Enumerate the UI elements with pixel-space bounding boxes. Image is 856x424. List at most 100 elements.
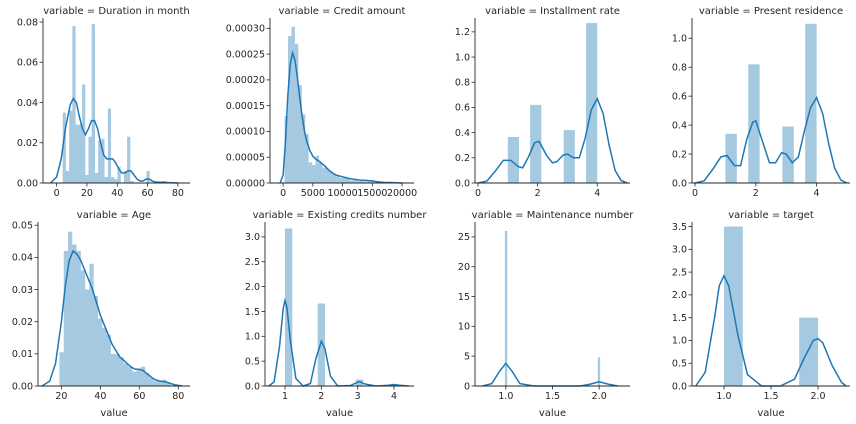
hist-bar xyxy=(355,379,364,386)
hist-bar xyxy=(149,377,154,386)
y-tick-label: 0.00000 xyxy=(226,178,265,189)
hist-bar xyxy=(110,353,116,386)
y-tick-label: 1.5 xyxy=(672,313,687,324)
y-tick-label: 0.6 xyxy=(672,91,687,102)
kde-line xyxy=(695,273,847,387)
hist-bar xyxy=(94,172,99,183)
hist-bar xyxy=(294,43,299,183)
hist-bar xyxy=(72,26,76,183)
facet-3: variable = Installment rate 0 2 4 0.0 0.2 0.4 0… xyxy=(455,6,630,199)
facet-4: variable = Present residence 0 2 4 0.0 0.2 0.4… xyxy=(672,6,850,199)
y-tick-label: 0.06 xyxy=(17,58,38,69)
hist-bar xyxy=(305,134,309,183)
y-tick-label: 0.00010 xyxy=(226,127,265,138)
x-tick-label: 0 xyxy=(54,188,60,199)
hist-bar xyxy=(91,24,95,183)
hist-bar xyxy=(75,124,79,183)
y-tick-label: 0.05 xyxy=(12,221,33,232)
kde-line xyxy=(482,362,619,387)
x-axis-label: value xyxy=(326,408,353,419)
x-tick-label: 1.0 xyxy=(498,391,513,402)
y-tick-label: 3.5 xyxy=(672,222,687,233)
kde-line xyxy=(477,96,628,184)
y-tick-label: 0.0 xyxy=(455,178,470,189)
y-tick-label: 2.0 xyxy=(245,282,260,293)
x-tick-label: 40 xyxy=(111,188,123,199)
x-tick-label: 4 xyxy=(391,391,397,402)
facet-1: variable = Duration in month 0 20 40 60 80 0.0… xyxy=(17,6,190,199)
hist-bar xyxy=(119,357,124,386)
y-tick-label: 0.0 xyxy=(245,381,260,392)
hist-bar xyxy=(318,162,323,183)
y-tick-label: 0.04 xyxy=(12,253,33,264)
hist-bar xyxy=(748,64,760,183)
hist-bar xyxy=(158,381,163,386)
hist-bar xyxy=(136,369,141,386)
y-tick-label: 0.00025 xyxy=(226,49,265,60)
hist-bar xyxy=(805,23,817,183)
y-tick-label: 1.5 xyxy=(245,307,260,318)
hist-bar xyxy=(89,263,94,386)
hist-bar xyxy=(145,373,150,386)
y-tick-label: 5 xyxy=(464,351,470,362)
y-tick-label: 0.8 xyxy=(455,78,470,89)
hist-bar xyxy=(114,178,118,183)
hist-bar xyxy=(62,112,66,183)
hist-bar xyxy=(123,170,128,183)
hist-bar xyxy=(363,181,368,183)
hist-bar xyxy=(374,181,378,183)
x-tick-label: 3 xyxy=(355,391,361,402)
y-tick-label: 0.02 xyxy=(12,317,33,328)
x-tick-label: 5000 xyxy=(301,188,325,199)
x-tick-label: 10000 xyxy=(327,188,357,199)
x-tick-label: 60 xyxy=(133,391,145,402)
facet-title: variable = Present residence xyxy=(699,6,843,17)
y-tick-label: 0.00030 xyxy=(226,24,265,35)
facet-5: variable = Age 20 40 60 80 0.00 0.01 0.02 0.03 0.… xyxy=(12,210,190,419)
hist-bar xyxy=(288,36,292,183)
kde-line xyxy=(694,95,848,184)
hist-bar xyxy=(353,179,357,183)
y-tick-label: 1.0 xyxy=(245,332,260,343)
y-tick-label: 0.03 xyxy=(12,285,33,296)
y-tick-label: 15 xyxy=(458,292,470,303)
hist-bar xyxy=(586,23,598,184)
hist-bar xyxy=(725,133,737,183)
hist-bar xyxy=(98,318,103,386)
hist-bar xyxy=(782,126,794,183)
y-tick-label: 0.00 xyxy=(17,178,38,189)
y-tick-label: 1.2 xyxy=(455,27,470,38)
hist-bar xyxy=(146,170,150,183)
hist-bar xyxy=(284,228,293,386)
hist-bar xyxy=(349,180,354,183)
kde-line xyxy=(50,97,178,184)
hist-bar xyxy=(339,177,344,183)
y-tick-label: 0.00 xyxy=(12,381,33,392)
hist-bar xyxy=(153,381,159,386)
hist-bar xyxy=(104,176,108,183)
y-tick-label: 1.0 xyxy=(672,336,687,347)
x-tick-label: 2.0 xyxy=(810,391,825,402)
hist-bar xyxy=(336,176,340,183)
hist-bar xyxy=(102,328,107,386)
hist-bar xyxy=(507,137,519,183)
y-tick-label: 2.5 xyxy=(245,257,260,268)
x-tick-label: 1 xyxy=(282,391,288,402)
hist-bar xyxy=(799,317,819,386)
y-tick-label: 25 xyxy=(458,232,470,243)
y-tick-label: 0.0 xyxy=(672,178,687,189)
hist-bar xyxy=(298,85,302,183)
hist-bar xyxy=(69,110,73,183)
hist-bar xyxy=(101,138,105,183)
hist-bar xyxy=(317,303,325,386)
y-tick-label: 0.02 xyxy=(17,138,38,149)
x-tick-label: 2.0 xyxy=(592,391,607,402)
hist-bar xyxy=(325,168,330,183)
kde-line xyxy=(41,249,183,387)
hist-bar xyxy=(88,136,92,183)
x-tick-label: 2 xyxy=(753,188,759,199)
x-tick-label: 1.5 xyxy=(545,391,560,402)
hist-bar xyxy=(107,108,112,183)
hist-bar xyxy=(343,176,347,183)
y-tick-label: 2.5 xyxy=(672,267,687,278)
